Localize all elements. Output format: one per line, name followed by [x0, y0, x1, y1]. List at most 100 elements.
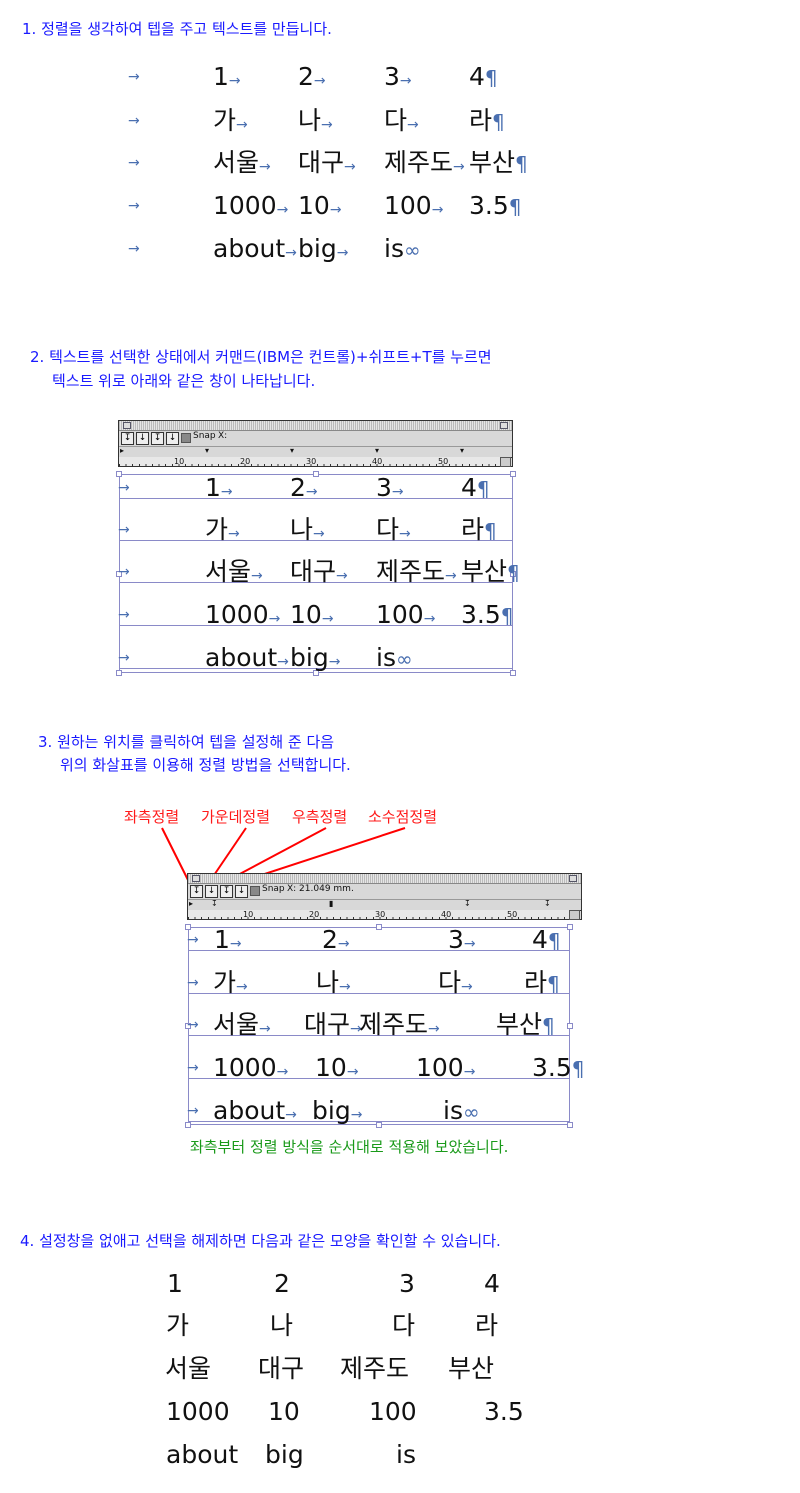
tab-mark: → [259, 159, 271, 175]
tab-mark: → [305, 484, 318, 500]
center-align-tab-button[interactable]: ↓ [205, 885, 218, 898]
ruler[interactable] [188, 910, 569, 919]
tab-mark: → [187, 1103, 199, 1119]
resize-handle[interactable] [510, 670, 516, 676]
cell-text: 1000 [213, 191, 277, 220]
resize-handle[interactable] [185, 924, 191, 930]
tab-stop-marker[interactable]: ▸ [120, 446, 125, 455]
end-of-story-mark: ∞ [395, 647, 413, 671]
cell-text: 100 [369, 1397, 417, 1426]
tab-stop-marker[interactable]: ▸ [189, 899, 194, 908]
resize-handle[interactable] [116, 471, 122, 477]
tab-mark: → [236, 117, 248, 133]
text-cell: 라 [475, 1311, 498, 1341]
resize-handle[interactable] [185, 1023, 191, 1029]
step1-title: 1. 정렬을 생각하여 텝을 주고 텍스트를 만듭니다. [22, 20, 332, 38]
snap-checkbox[interactable] [250, 886, 260, 896]
resize-handle[interactable] [376, 1122, 382, 1128]
tab-mark: → [187, 1060, 199, 1076]
cell-text: 3 [448, 925, 464, 954]
ruler-lock-button[interactable] [500, 457, 511, 467]
resize-handle[interactable] [116, 670, 122, 676]
resize-handle[interactable] [510, 570, 516, 577]
left-align-tab-button[interactable]: ↧ [190, 885, 203, 898]
tab-mark: → [431, 202, 444, 218]
tab-mark: → [118, 564, 130, 580]
tabs-palette[interactable]: ↧ ↓ ↧ ↓ Snap X: ▸ ▾ ▾ ▾ ▾ 10 20 30 40 50 [118, 420, 513, 467]
ruler-lock-button[interactable] [569, 910, 580, 920]
tab-mark: → [336, 245, 349, 261]
text-cell: big→ [290, 643, 340, 677]
tab-stop-marker[interactable]: ▾ [375, 446, 380, 455]
tab-mark: → [463, 936, 476, 952]
resize-handle[interactable] [567, 1023, 573, 1029]
tab-mark: → [285, 245, 297, 261]
cell-text: about [213, 1096, 286, 1125]
resize-handle[interactable] [567, 1122, 573, 1128]
tab-mark: → [313, 73, 326, 89]
tab-mark: → [187, 975, 199, 991]
zoom-box[interactable] [500, 422, 508, 429]
text-cell: 서울→ [213, 148, 271, 182]
tab-mark: → [128, 113, 140, 129]
step4-title: 4. 설정창을 없애고 선택을 해제하면 다음과 같은 모양을 확인할 수 있습… [20, 1232, 501, 1250]
ruler[interactable] [119, 457, 500, 466]
palette-title-bar[interactable] [119, 421, 512, 431]
cell-text: 4 [461, 473, 477, 502]
tab-stop-marker[interactable]: ↧ [464, 899, 471, 908]
right-align-tab-button[interactable]: ↧ [220, 885, 233, 898]
cell-text: 제주도 [384, 148, 454, 177]
snap-checkbox[interactable] [181, 433, 191, 443]
tab-mark: → [344, 159, 356, 175]
ruler-number: 50 [507, 910, 518, 919]
tab-stop-marker[interactable]: ↧ [544, 899, 551, 908]
palette-title-bar[interactable] [188, 874, 581, 884]
step3-line2: 위의 화살표를 이용해 정렬 방법을 선택합니다. [60, 756, 351, 774]
resize-handle[interactable] [510, 471, 516, 477]
tab-mark: → [313, 526, 325, 542]
tab-stop-marker[interactable]: ▾ [205, 446, 210, 455]
resize-handle[interactable] [116, 570, 122, 577]
cell-text: big [298, 234, 337, 263]
tab-mark: → [276, 202, 289, 218]
baseline-guide [119, 540, 513, 541]
resize-handle[interactable] [185, 1122, 191, 1128]
zoom-box[interactable] [569, 875, 577, 882]
text-cell: about [166, 1440, 238, 1470]
text-cell: 가 [166, 1311, 189, 1341]
paragraph-mark: ¶ [484, 66, 498, 90]
tab-mark: → [336, 568, 348, 584]
text-cell: 10 [268, 1397, 300, 1427]
text-cell: is∞ [384, 234, 421, 265]
cell-text: 라 [475, 1311, 499, 1340]
ruler-number: 40 [441, 910, 452, 919]
close-box[interactable] [192, 875, 200, 882]
tabs-palette[interactable]: ↧ ↓ ↧ ↓ Snap X: 21.049 mm. ▸ ↧ ▮ ↧ ↧ 10 20 30 40 50 [187, 873, 582, 920]
cell-text: 대구 [298, 148, 345, 177]
tab-stop-marker[interactable]: ↧ [211, 899, 218, 908]
cell-text: 4 [484, 1269, 500, 1298]
x-position-label: X: 21.049 mm. [287, 884, 354, 894]
decimal-align-tab-button[interactable]: ↓ [235, 885, 248, 898]
tab-stop-marker[interactable]: ▮ [329, 899, 334, 908]
text-cell: 제주도→ [359, 1010, 440, 1044]
tab-stop-marker[interactable]: ▾ [460, 446, 465, 455]
tab-mark: → [329, 202, 342, 218]
tab-mark: → [187, 932, 199, 948]
center-align-tab-button[interactable]: ↓ [136, 432, 149, 445]
baseline-guide [119, 498, 513, 499]
resize-handle[interactable] [313, 471, 319, 477]
cell-text: 나 [270, 1311, 294, 1340]
cell-text: about [205, 643, 278, 672]
cell-text: 서울 [213, 148, 260, 177]
resize-handle[interactable] [567, 924, 573, 930]
right-align-tab-button[interactable]: ↧ [151, 432, 164, 445]
resize-handle[interactable] [376, 924, 382, 930]
cell-text: 3.5 [469, 191, 509, 220]
left-align-tab-button[interactable]: ↧ [121, 432, 134, 445]
tab-stop-marker[interactable]: ▾ [290, 446, 295, 455]
decimal-align-tab-button[interactable]: ↓ [166, 432, 179, 445]
close-box[interactable] [123, 422, 131, 429]
resize-handle[interactable] [313, 670, 319, 676]
cell-text: about [166, 1440, 239, 1469]
